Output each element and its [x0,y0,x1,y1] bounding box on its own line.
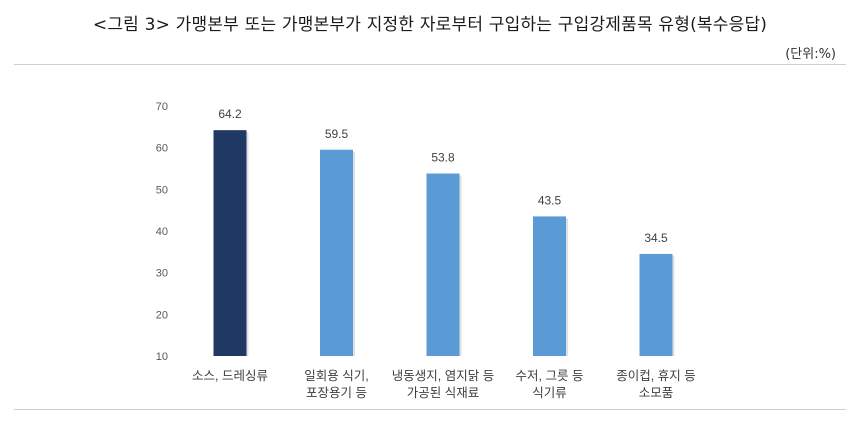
category-label: 냉동생지, 염지닭 등 [392,369,494,383]
category-label: 소스, 드레싱류 [192,369,268,383]
category-label: 수저, 그릇 등 [516,369,584,383]
category-label: 소모품 [639,386,674,400]
y-tick-label: 30 [156,268,168,280]
y-axis-ticks: 70 60 50 40 30 20 10 [156,101,168,363]
y-tick-label: 50 [156,184,168,196]
data-label: 34.5 [644,231,668,245]
category-label: 가공된 식재료 [407,386,479,400]
bar [639,253,673,356]
data-label: 53.8 [431,151,455,165]
category-label: 식기류 [532,386,567,400]
bars [213,130,675,356]
category-label: 일회용 식기, [304,369,368,383]
value-labels: 64.2 59.5 53.8 43.5 34.5 [218,107,668,245]
y-tick-label: 60 [156,143,168,155]
y-tick-label: 70 [156,101,168,113]
bar [426,173,460,356]
top-divider [14,64,846,65]
data-label: 64.2 [218,107,242,121]
y-tick-label: 40 [156,226,168,238]
bar [320,149,353,356]
category-label: 포장용기 등 [306,386,367,400]
bottom-divider [14,409,846,410]
y-tick-label: 20 [156,309,168,321]
category-label: 종이컵, 휴지 등 [616,369,695,383]
bar [213,130,247,356]
bar [533,216,566,356]
unit-label: (단위:%) [785,47,836,62]
data-label: 59.5 [325,127,349,141]
figure-title: <그림 3> 가맹본부 또는 가맹본부가 지정한 자로부터 구입하는 구입강제품… [92,15,768,35]
y-tick-label: 10 [156,351,168,363]
data-label: 43.5 [538,193,562,207]
